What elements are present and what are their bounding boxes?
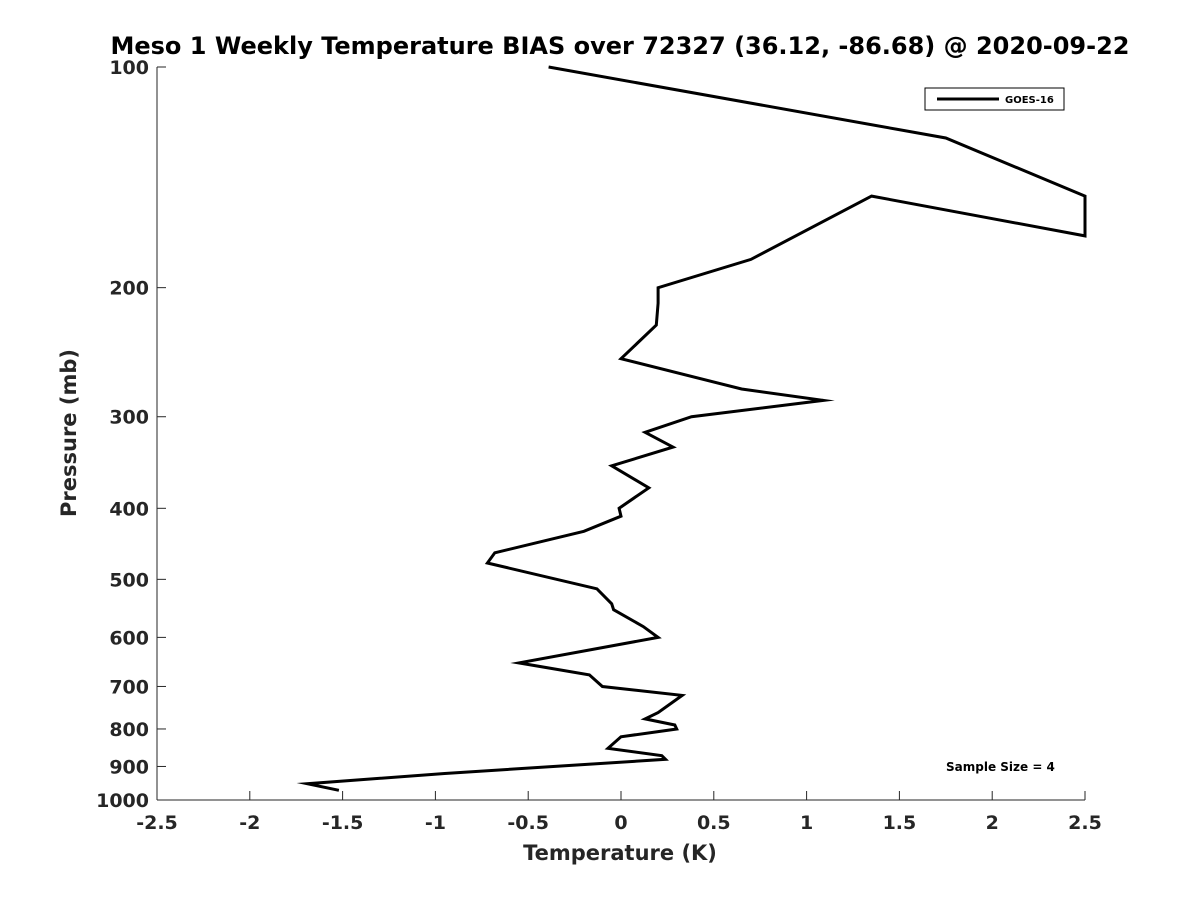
x-tick-label: -2 xyxy=(239,812,260,834)
y-tick-label: 100 xyxy=(109,57,149,79)
y-tick-label: 300 xyxy=(109,407,149,429)
series-line-goes-16 xyxy=(296,65,1087,792)
y-tick-label: 700 xyxy=(109,676,149,698)
legend: GOES-16 xyxy=(924,87,1065,111)
y-tick-label: 200 xyxy=(109,278,149,300)
x-tick-label: 0.5 xyxy=(697,812,731,834)
y-tick-label: 600 xyxy=(109,627,149,649)
plot-area xyxy=(296,65,1087,792)
x-tick-label: 2.5 xyxy=(1068,812,1102,834)
legend-label: GOES-16 xyxy=(1005,95,1054,106)
sample-size-annotation: Sample Size = 4 xyxy=(946,760,1055,774)
chart-title: Meso 1 Weekly Temperature BIAS over 7232… xyxy=(110,32,1129,60)
x-tick-label: 2 xyxy=(986,812,999,834)
y-axis: 100 200 300 400 500 600 700 800 900 1000 xyxy=(96,57,166,812)
x-tick-label: 1 xyxy=(800,812,813,834)
x-tick-label: 0 xyxy=(614,812,627,834)
x-axis: -2.5 -2 -1.5 -1 -0.5 0 0.5 1 1.5 2 2.5 xyxy=(136,791,1102,834)
y-tick-label: 1000 xyxy=(96,790,149,812)
y-tick-label: 900 xyxy=(109,756,149,778)
y-tick-label: 400 xyxy=(109,498,149,520)
x-tick-label: -1.5 xyxy=(322,812,364,834)
x-tick-label: -0.5 xyxy=(507,812,549,834)
x-tick-label: 1.5 xyxy=(883,812,917,834)
y-tick-label: 500 xyxy=(109,569,149,591)
x-axis-label: Temperature (K) xyxy=(523,841,717,865)
x-tick-label: -2.5 xyxy=(136,812,178,834)
y-axis-label: Pressure (mb) xyxy=(57,349,81,517)
y-tick-label: 800 xyxy=(109,719,149,741)
x-tick-label: -1 xyxy=(425,812,446,834)
